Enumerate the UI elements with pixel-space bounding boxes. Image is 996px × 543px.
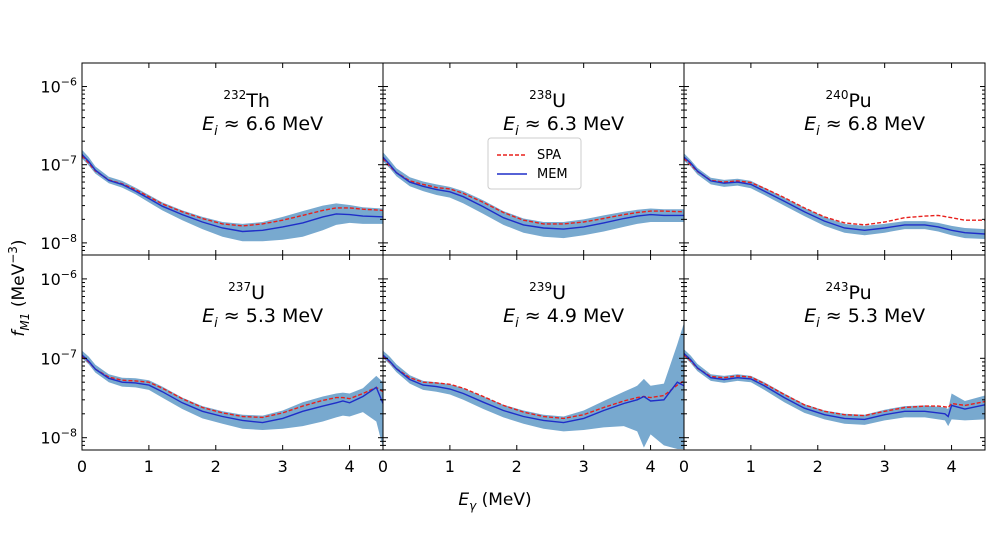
- nucleus-label: 237U: [228, 280, 265, 304]
- x-axis-title: Eγ (MeV): [458, 490, 531, 513]
- excitation-energy-label: Ei ≈ 5.3 MeV: [202, 305, 323, 331]
- mem-line: [684, 352, 985, 421]
- spa-line: [383, 356, 684, 420]
- x-tick-label: 0: [77, 457, 87, 476]
- y-tick-label: 10−8: [40, 427, 77, 448]
- excitation-energy-label: Ei ≈ 6.6 MeV: [202, 113, 323, 139]
- x-tick-label: 4: [946, 457, 956, 476]
- excitation-energy-label: Ei ≈ 5.3 MeV: [804, 305, 925, 331]
- y-tick-label: 10−6: [40, 76, 77, 97]
- legend-mem-label: MEM: [537, 167, 568, 182]
- uncertainty-band: [383, 152, 684, 239]
- panel-frame: [683, 254, 986, 451]
- spa-line: [383, 158, 684, 225]
- legend: SPA MEM: [487, 137, 582, 190]
- y-axis-title: fM1 (MeV−3): [6, 239, 32, 336]
- panel-plot-area: [82, 149, 383, 242]
- mem-line: [82, 354, 383, 424]
- uncertainty-band: [82, 350, 383, 448]
- excitation-energy-label: Ei ≈ 6.8 MeV: [804, 113, 925, 139]
- x-tick-label: 2: [512, 457, 522, 476]
- spa-line: [684, 354, 985, 417]
- legend-spa-label: SPA: [537, 148, 561, 163]
- uncertainty-band: [383, 322, 684, 449]
- panel-plot-area: [82, 350, 383, 448]
- x-tick-label: 2: [813, 457, 823, 476]
- x-tick-label: 3: [579, 457, 589, 476]
- excitation-energy-label: Ei ≈ 4.9 MeV: [503, 305, 624, 331]
- axis-titles: Eγ (MeV) fM1 (MeV−3): [6, 239, 532, 513]
- x-tick-label: 4: [645, 457, 655, 476]
- nucleus-label: 239U: [529, 280, 566, 304]
- nucleus-label: 243Pu: [826, 280, 872, 304]
- y-tick-label: 10−8: [40, 232, 77, 253]
- y-tick-label: 10−6: [40, 268, 77, 289]
- panel-plot-area: [383, 322, 684, 449]
- panel-plot-area: [684, 349, 985, 427]
- y-tick-label: 10−7: [40, 347, 77, 368]
- panel-plot-area: [383, 152, 684, 239]
- x-tick-label: 0: [679, 457, 689, 476]
- mem-line: [82, 154, 383, 233]
- mem-line: [684, 156, 985, 235]
- nucleus-label: 240Pu: [826, 88, 872, 112]
- uncertainty-band: [684, 153, 985, 239]
- y-tick-label: 10−7: [40, 154, 77, 175]
- excitation-energy-label: Ei ≈ 6.3 MeV: [503, 113, 624, 139]
- x-tick-label: 3: [278, 457, 288, 476]
- x-tick-label: 1: [746, 457, 756, 476]
- x-tick-label: 1: [445, 457, 455, 476]
- panel-plot-area: [684, 153, 985, 239]
- x-tick-label: 2: [211, 457, 221, 476]
- mem-line: [383, 156, 684, 230]
- x-tick-label: 3: [880, 457, 890, 476]
- legend-frame: [487, 137, 582, 190]
- mem-line: [383, 354, 684, 424]
- x-tick-label: 0: [378, 457, 388, 476]
- x-tick-label: 1: [144, 457, 154, 476]
- uncertainty-band: [684, 349, 985, 427]
- spa-line: [684, 157, 985, 226]
- nucleus-label: 232Th: [223, 88, 270, 112]
- nucleus-label: 238U: [529, 88, 566, 112]
- spa-line: [82, 356, 383, 419]
- uncertainty-band: [82, 149, 383, 242]
- x-tick-label: 4: [344, 457, 354, 476]
